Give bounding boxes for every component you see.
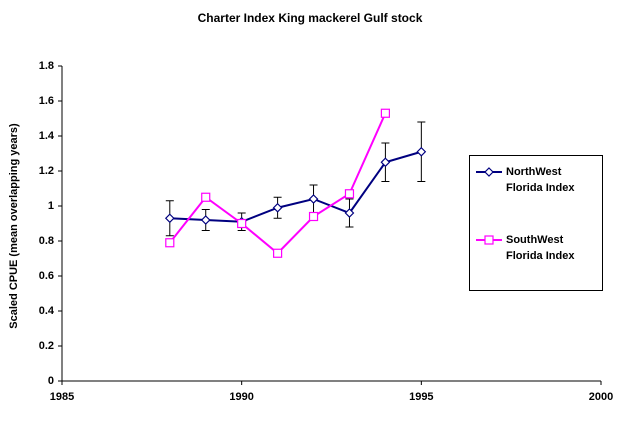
legend: NorthWest Florida Index SouthWest Florida…: [469, 155, 603, 291]
marker: [200, 215, 211, 225]
y-tick-label: 1.4: [39, 130, 55, 142]
y-tick-label: 0.4: [39, 305, 55, 317]
marker: [165, 238, 175, 248]
y-tick-label: 0.2: [39, 340, 54, 352]
legend-label: SouthWest Florida Index: [506, 234, 575, 262]
legend-swatch: [476, 167, 502, 177]
chart-title: Charter Index King mackerel Gulf stock: [198, 11, 423, 25]
marker: [380, 108, 390, 118]
marker: [164, 213, 175, 224]
y-axis-label: Scaled CPUE (mean overlapping years): [8, 123, 20, 329]
y-tick-label: 1.2: [39, 165, 54, 177]
y-tick-label: 1.8: [39, 60, 54, 72]
series-line: [169, 150, 422, 223]
y-tick-label: 0.6: [39, 270, 54, 282]
legend-entry: SouthWest Florida Index: [474, 232, 576, 264]
legend-entry: NorthWest Florida Index: [474, 164, 576, 196]
x-tick-label: 1990: [229, 391, 253, 403]
y-tick-label: 1.6: [39, 95, 54, 107]
marker: [344, 189, 355, 199]
marker: [308, 211, 319, 222]
y-tick-label: 0.8: [39, 235, 54, 247]
marker: [237, 218, 247, 229]
x-tick-label: 2000: [589, 391, 613, 403]
y-tick-label: 0: [48, 375, 54, 387]
y-tick-label: 1: [48, 200, 54, 212]
series-line: [169, 112, 387, 255]
marker: [201, 192, 211, 202]
marker: [484, 167, 494, 177]
marker: [380, 157, 391, 168]
marker: [416, 146, 427, 157]
legend-swatch: [476, 235, 502, 245]
marker: [272, 202, 283, 213]
marker: [308, 194, 319, 204]
x-tick-label: 1985: [50, 391, 74, 403]
marker: [344, 208, 355, 218]
marker: [484, 235, 494, 245]
legend-label: NorthWest Florida Index: [506, 166, 575, 194]
x-tick-label: 1995: [409, 391, 433, 403]
marker: [273, 248, 283, 258]
